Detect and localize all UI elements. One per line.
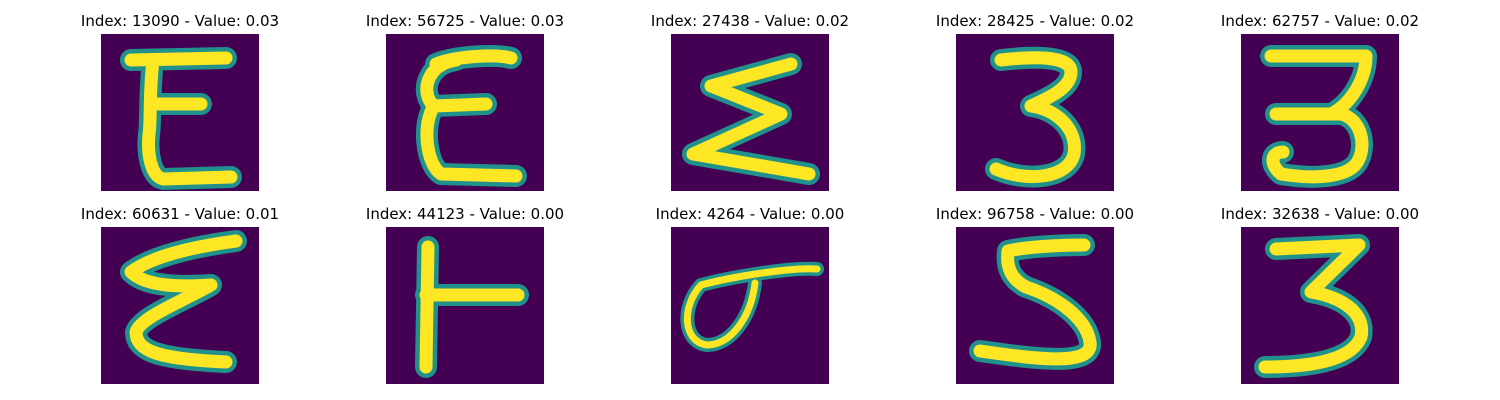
sample-panel-3: Index: 27438 - Value: 0.02 [640,12,860,202]
sample-title: Index: 60631 - Value: 0.01 [80,205,280,223]
digit-image-epsilon [101,34,259,191]
digit-image-epsilon-wide [386,34,544,191]
sample-panel-2: Index: 56725 - Value: 0.03 [355,12,575,202]
sample-title: Index: 27438 - Value: 0.02 [650,12,850,30]
sample-title: Index: 13090 - Value: 0.03 [80,12,280,30]
digit-image-t [386,227,544,384]
sample-panel-7: Index: 44123 - Value: 0.00 [355,205,575,395]
sample-title: Index: 56725 - Value: 0.03 [365,12,565,30]
sample-title: Index: 62757 - Value: 0.02 [1220,12,1420,30]
digit-image-three-flat [1241,34,1399,191]
digit-image-zigzag [101,227,259,384]
sample-title: Index: 96758 - Value: 0.00 [935,205,1135,223]
digit-image-three [956,34,1114,191]
sample-panel-9: Index: 96758 - Value: 0.00 [925,205,1145,395]
sample-title: Index: 28425 - Value: 0.02 [935,12,1135,30]
digit-image-five [956,227,1114,384]
sample-title: Index: 4264 - Value: 0.00 [655,205,845,223]
sample-panel-1: Index: 13090 - Value: 0.03 [70,12,290,202]
digit-image-loop [671,227,829,384]
sample-panel-4: Index: 28425 - Value: 0.02 [925,12,1145,202]
sample-panel-8: Index: 4264 - Value: 0.00 [640,205,860,395]
digit-image-three-angular [1241,227,1399,384]
sample-title: Index: 32638 - Value: 0.00 [1220,205,1420,223]
sample-panel-6: Index: 60631 - Value: 0.01 [70,205,290,395]
sample-panel-5: Index: 62757 - Value: 0.02 [1210,12,1430,202]
digit-image-sigma [671,34,829,191]
sample-title: Index: 44123 - Value: 0.00 [365,205,565,223]
sample-panel-10: Index: 32638 - Value: 0.00 [1210,205,1430,395]
